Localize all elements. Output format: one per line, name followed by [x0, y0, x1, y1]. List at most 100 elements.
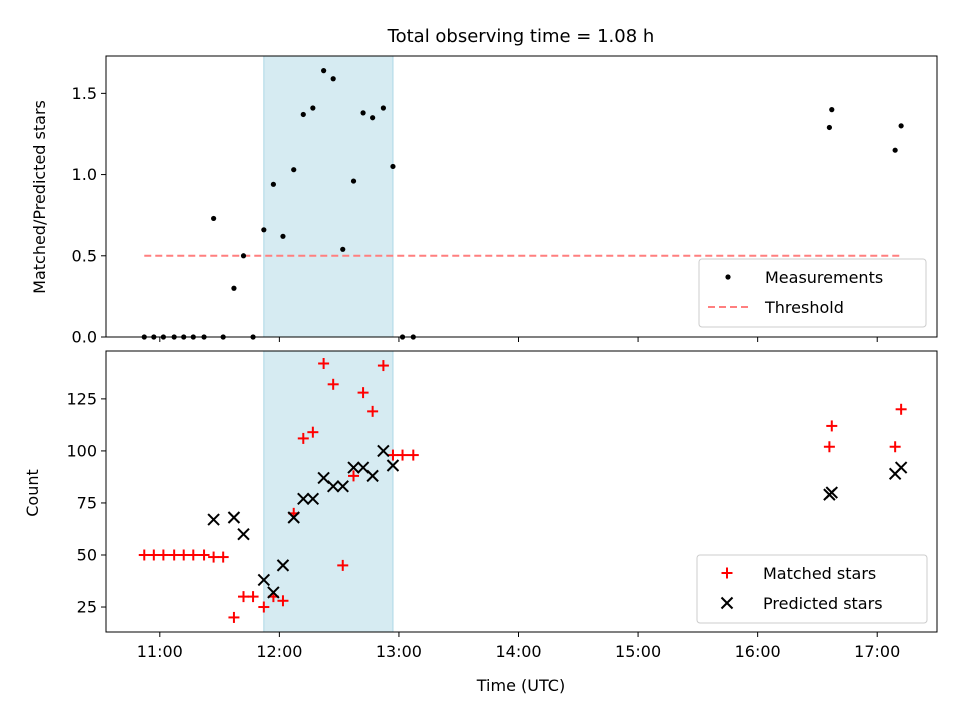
matched-star-point	[258, 601, 270, 613]
bottom-x-tick-label: 13:00	[376, 642, 422, 661]
measurement-point	[380, 105, 386, 111]
bottom-y-axis-label: Count	[23, 469, 42, 517]
x-stroke	[825, 486, 838, 499]
matched-star-point	[387, 449, 399, 461]
measurements-series	[141, 68, 904, 340]
bottom-legend-box	[696, 554, 928, 624]
measurement-point	[826, 124, 832, 131]
bottom-x-tick-label: 14:00	[495, 642, 541, 661]
x-stroke	[257, 573, 271, 587]
x-stroke	[336, 480, 349, 493]
predicted-star-point	[237, 527, 250, 541]
bottom-legend: Matched stars Predicted stars	[696, 554, 928, 624]
bottom-y-tick-label: 50	[77, 545, 97, 564]
matched-star-point	[208, 551, 220, 563]
measurement-point	[261, 227, 267, 233]
measurement-point	[892, 147, 898, 153]
x-stroke	[306, 492, 320, 505]
measurement-point	[321, 68, 327, 74]
matched-star-point	[198, 549, 210, 561]
measurement-point	[310, 105, 316, 111]
matched-star-point	[238, 591, 250, 603]
bottom-panel: 25 50 75 100 125 11:00 12:00 13:00 14:00 15:00 16…	[23, 350, 938, 695]
bottom-y-tick-label: 100	[66, 441, 97, 460]
legend-predicted-marker	[720, 596, 734, 610]
x-stroke	[227, 511, 241, 524]
matched-star-point	[337, 559, 349, 571]
measurement-point	[898, 123, 904, 129]
top-shaded-span	[263, 55, 394, 338]
bottom-x-tick-label: 17:00	[854, 642, 900, 661]
top-legend-box	[698, 258, 927, 328]
matched-stars-series	[138, 357, 907, 623]
matched-star-point	[823, 441, 835, 453]
legend-x	[720, 596, 734, 610]
bottom-y-axis: 25 50 75 100 125	[66, 389, 106, 617]
x-stroke	[366, 469, 379, 483]
matched-star-point	[307, 426, 319, 438]
matched-star-point	[148, 549, 160, 561]
x-stroke	[894, 461, 908, 474]
x-stroke	[207, 513, 220, 526]
matched-star-point	[377, 360, 389, 372]
measurement-point	[370, 115, 376, 121]
predicted-star-point	[894, 461, 908, 474]
top-y-axis-label: Matched/Predicted stars	[30, 100, 49, 294]
x-stroke	[287, 511, 300, 524]
matched-star-point	[826, 420, 838, 432]
measurement-point	[350, 178, 357, 184]
predicted-star-point	[297, 492, 310, 505]
matched-star-point	[277, 595, 289, 607]
matched-star-point	[157, 549, 169, 561]
top-panel: 0.0 0.5 1.0 1.5 Matched/Predicted stars Mea…	[30, 55, 938, 347]
predicted-star-point	[276, 559, 290, 572]
predicted-star-point	[336, 480, 349, 493]
matched-star-point	[367, 405, 379, 417]
x-stroke	[377, 444, 390, 458]
matched-star-point	[247, 591, 259, 603]
x-stroke	[326, 480, 340, 493]
x-stroke	[386, 459, 400, 472]
predicted-star-point	[347, 461, 360, 474]
matched-star-point	[889, 441, 901, 453]
legend-measurements-label: Measurements	[765, 268, 883, 287]
bottom-y-tick-label: 25	[77, 598, 97, 617]
predicted-star-point	[326, 480, 340, 493]
measurement-point	[829, 107, 835, 113]
matched-star-point	[217, 551, 229, 563]
legend-plus	[721, 567, 733, 579]
predicted-star-point	[287, 511, 300, 524]
legend-threshold-label: Threshold	[764, 298, 844, 317]
measurement-point	[390, 163, 396, 170]
x-stroke	[317, 471, 330, 485]
x-stroke	[297, 492, 310, 505]
measurement-point	[300, 111, 306, 118]
measurement-point	[240, 253, 247, 259]
top-y-tick-label: 1.5	[72, 84, 97, 103]
predicted-star-point	[825, 486, 838, 499]
matched-star-point	[297, 432, 309, 444]
matched-star-point	[895, 403, 907, 415]
bottom-x-axis-label: Time (UTC)	[476, 676, 565, 695]
bottom-x-tick-label: 12:00	[256, 642, 302, 661]
matched-star-point	[168, 549, 180, 561]
matched-star-point	[228, 611, 240, 623]
top-axes-frame	[105, 55, 938, 338]
predicted-star-point	[366, 469, 379, 483]
top-y-axis: 0.0 0.5 1.0 1.5	[72, 84, 106, 347]
measurement-point	[231, 285, 237, 291]
measurement-point	[280, 233, 286, 239]
measurement-point	[211, 215, 217, 222]
legend-measurements-marker	[725, 274, 731, 280]
x-stroke	[347, 461, 360, 474]
bottom-x-tick-label: 15:00	[615, 642, 661, 661]
top-legend: Measurements Threshold	[698, 258, 927, 328]
matched-star-point	[187, 549, 199, 561]
matched-star-point	[138, 549, 150, 561]
x-stroke	[267, 586, 280, 599]
bottom-axes-frame	[105, 350, 938, 633]
chart-title: Total observing time = 1.08 h	[387, 26, 655, 47]
predicted-star-point	[267, 586, 280, 599]
matched-star-point	[318, 357, 330, 369]
predicted-star-point	[386, 459, 400, 472]
